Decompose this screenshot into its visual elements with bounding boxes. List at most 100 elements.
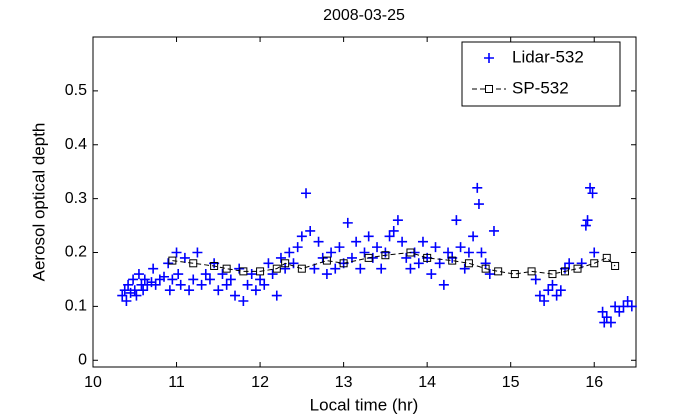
point — [309, 263, 320, 274]
point — [488, 225, 499, 236]
point — [217, 269, 228, 280]
point — [351, 236, 362, 247]
point — [392, 215, 403, 226]
point — [164, 285, 175, 296]
point — [225, 274, 236, 285]
point — [551, 290, 562, 301]
point — [426, 269, 437, 280]
point — [494, 267, 503, 276]
point — [605, 317, 616, 328]
point — [455, 242, 466, 253]
point — [148, 263, 159, 274]
point — [622, 296, 633, 306]
point — [204, 274, 215, 285]
point — [138, 285, 149, 296]
point — [543, 285, 554, 296]
point — [564, 258, 575, 269]
point — [230, 290, 241, 301]
x-tick-label: 16 — [585, 374, 603, 391]
point — [173, 269, 184, 280]
point — [484, 269, 495, 280]
chart-title: 2008-03-25 — [323, 7, 405, 24]
point — [296, 231, 307, 242]
point — [117, 290, 128, 301]
point — [123, 279, 134, 290]
point — [131, 290, 142, 301]
point — [159, 271, 170, 282]
point — [255, 274, 266, 285]
point — [589, 247, 600, 258]
point — [363, 231, 374, 242]
point — [281, 259, 290, 268]
point — [171, 247, 182, 258]
point — [168, 256, 177, 265]
x-tick-label: 11 — [168, 374, 185, 391]
point — [263, 258, 274, 269]
point — [133, 269, 144, 280]
point — [121, 296, 132, 306]
point — [259, 279, 270, 290]
point — [463, 247, 474, 258]
point — [614, 306, 625, 317]
point — [128, 274, 139, 285]
point — [618, 301, 629, 312]
legend-marker — [485, 85, 493, 93]
point — [473, 199, 484, 210]
point — [468, 231, 479, 242]
point — [317, 252, 328, 263]
point — [405, 263, 416, 274]
y-tick-label: 0 — [78, 351, 87, 368]
point — [448, 256, 457, 265]
point — [372, 242, 383, 253]
point — [611, 261, 620, 270]
point — [384, 231, 395, 242]
point — [221, 279, 232, 290]
point — [288, 258, 299, 269]
point — [423, 253, 432, 262]
x-tick-label: 12 — [251, 374, 269, 391]
y-tick-label: 0.1 — [65, 298, 87, 315]
point — [267, 269, 278, 280]
point — [476, 247, 487, 258]
point — [530, 274, 541, 285]
point — [234, 263, 245, 274]
point — [250, 285, 261, 296]
point — [376, 263, 387, 274]
point — [222, 264, 231, 273]
point — [381, 251, 390, 260]
point — [272, 264, 281, 273]
point — [139, 274, 150, 285]
y-tick-label: 0.5 — [65, 82, 87, 99]
point — [585, 182, 596, 193]
point — [560, 267, 569, 276]
point — [527, 267, 536, 276]
point — [175, 279, 186, 290]
point — [364, 253, 373, 262]
point — [601, 312, 612, 323]
point — [342, 217, 353, 228]
point — [434, 258, 445, 269]
point — [129, 285, 140, 296]
point — [602, 253, 611, 262]
x-tick-label: 15 — [502, 374, 520, 391]
legend-label: SP-532 — [512, 78, 569, 97]
point — [472, 182, 483, 193]
y-axis-label: Aerosol optical depth — [29, 123, 48, 282]
point — [626, 301, 637, 312]
point — [188, 274, 199, 285]
point — [573, 264, 582, 273]
point — [239, 267, 248, 276]
point — [163, 258, 174, 269]
point — [246, 269, 257, 280]
point — [430, 242, 441, 253]
point — [464, 259, 473, 268]
point — [417, 236, 428, 247]
legend-label: Lidar-532 — [512, 47, 584, 66]
x-tick-label: 10 — [84, 374, 102, 391]
point — [355, 263, 366, 274]
point — [189, 259, 198, 268]
x-tick-label: 14 — [418, 374, 436, 391]
point — [334, 242, 345, 253]
point — [480, 258, 491, 269]
point — [547, 279, 558, 290]
